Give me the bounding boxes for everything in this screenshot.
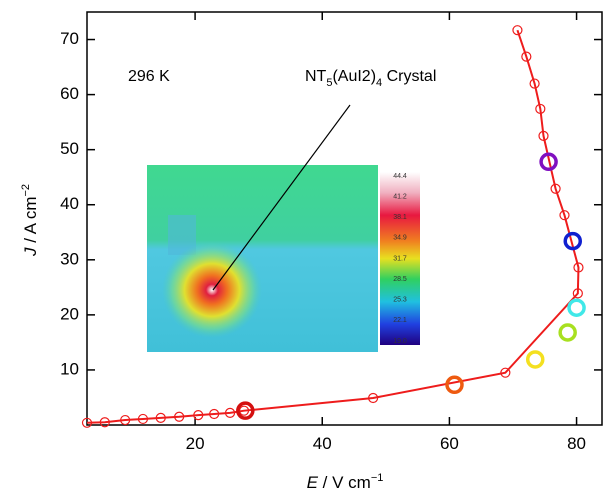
colorbar-label: 44.4 bbox=[393, 173, 407, 180]
label-part: Crystal bbox=[382, 68, 436, 85]
data-point bbox=[500, 367, 511, 378]
data-point bbox=[174, 411, 185, 422]
x-tick-label: 60 bbox=[440, 434, 459, 453]
highlight-point bbox=[563, 231, 583, 251]
colorbar-label: 19.0 bbox=[393, 338, 407, 345]
y-tick-label: 60 bbox=[60, 84, 79, 103]
data-point bbox=[137, 413, 149, 425]
data-point bbox=[193, 409, 204, 421]
data-point bbox=[538, 130, 549, 141]
label-exp: −1 bbox=[371, 472, 384, 484]
label-unit: / V cm bbox=[318, 473, 371, 492]
label-part: (AuI2) bbox=[332, 68, 376, 85]
colorbar-label: 22.1 bbox=[393, 317, 407, 324]
data-point bbox=[573, 262, 584, 273]
colorbar-label: 38.1 bbox=[393, 214, 407, 221]
inset-image bbox=[147, 165, 420, 352]
y-tick-label: 70 bbox=[60, 29, 79, 48]
leader-line bbox=[212, 104, 351, 291]
label-symbol: E bbox=[307, 473, 319, 492]
colorbar-label: 31.7 bbox=[393, 255, 407, 262]
data-point bbox=[209, 408, 220, 420]
data-point bbox=[521, 51, 532, 62]
data-point bbox=[224, 407, 236, 418]
data-point bbox=[99, 417, 110, 428]
temperature-label: 296 K bbox=[128, 68, 170, 85]
x-tick-label: 40 bbox=[313, 434, 332, 453]
colorbar-label: 34.9 bbox=[393, 235, 407, 242]
x-tick-label: 20 bbox=[186, 434, 205, 453]
colorbar bbox=[380, 172, 420, 345]
label-sub: 4 bbox=[376, 77, 382, 89]
data-point bbox=[120, 414, 131, 426]
colorbar-label: 25.3 bbox=[393, 297, 407, 304]
highlight-point bbox=[558, 323, 577, 342]
highlight-point bbox=[539, 152, 558, 172]
data-point bbox=[550, 183, 561, 194]
colorbar-label: 41.2 bbox=[393, 193, 407, 200]
highlight-point bbox=[567, 298, 586, 317]
crystal-label: NT5(AuI2)4 Crystal bbox=[305, 68, 436, 89]
y-tick-label: 50 bbox=[60, 139, 79, 158]
label-part: NT bbox=[305, 68, 327, 85]
data-point bbox=[535, 103, 546, 115]
y-tick-label: 20 bbox=[60, 304, 79, 323]
colorbar-label: 28.5 bbox=[393, 276, 407, 283]
highlight-point bbox=[236, 401, 255, 420]
data-point bbox=[368, 392, 379, 404]
y-tick-label: 10 bbox=[60, 359, 79, 378]
highlight-point bbox=[525, 350, 545, 369]
data-point bbox=[559, 210, 570, 221]
y-axis-label: J / A cm−2 bbox=[20, 184, 40, 257]
data-point bbox=[512, 25, 523, 36]
data-line bbox=[86, 29, 580, 424]
data-point bbox=[572, 288, 583, 299]
y-tick-label: 30 bbox=[60, 249, 79, 268]
highlight-point bbox=[445, 375, 464, 395]
label-exp: −2 bbox=[20, 184, 32, 197]
label-symbol: J bbox=[21, 247, 40, 257]
plot-frame bbox=[86, 11, 603, 426]
data-point bbox=[81, 417, 93, 428]
label-sub: 5 bbox=[326, 77, 332, 89]
y-tick-label: 40 bbox=[60, 194, 79, 213]
data-point bbox=[529, 78, 540, 89]
x-axis-label: E / V cm−1 bbox=[307, 472, 384, 492]
x-tick-label: 80 bbox=[567, 434, 586, 453]
data-point bbox=[155, 412, 166, 423]
label-unit: / A cm bbox=[21, 197, 40, 248]
